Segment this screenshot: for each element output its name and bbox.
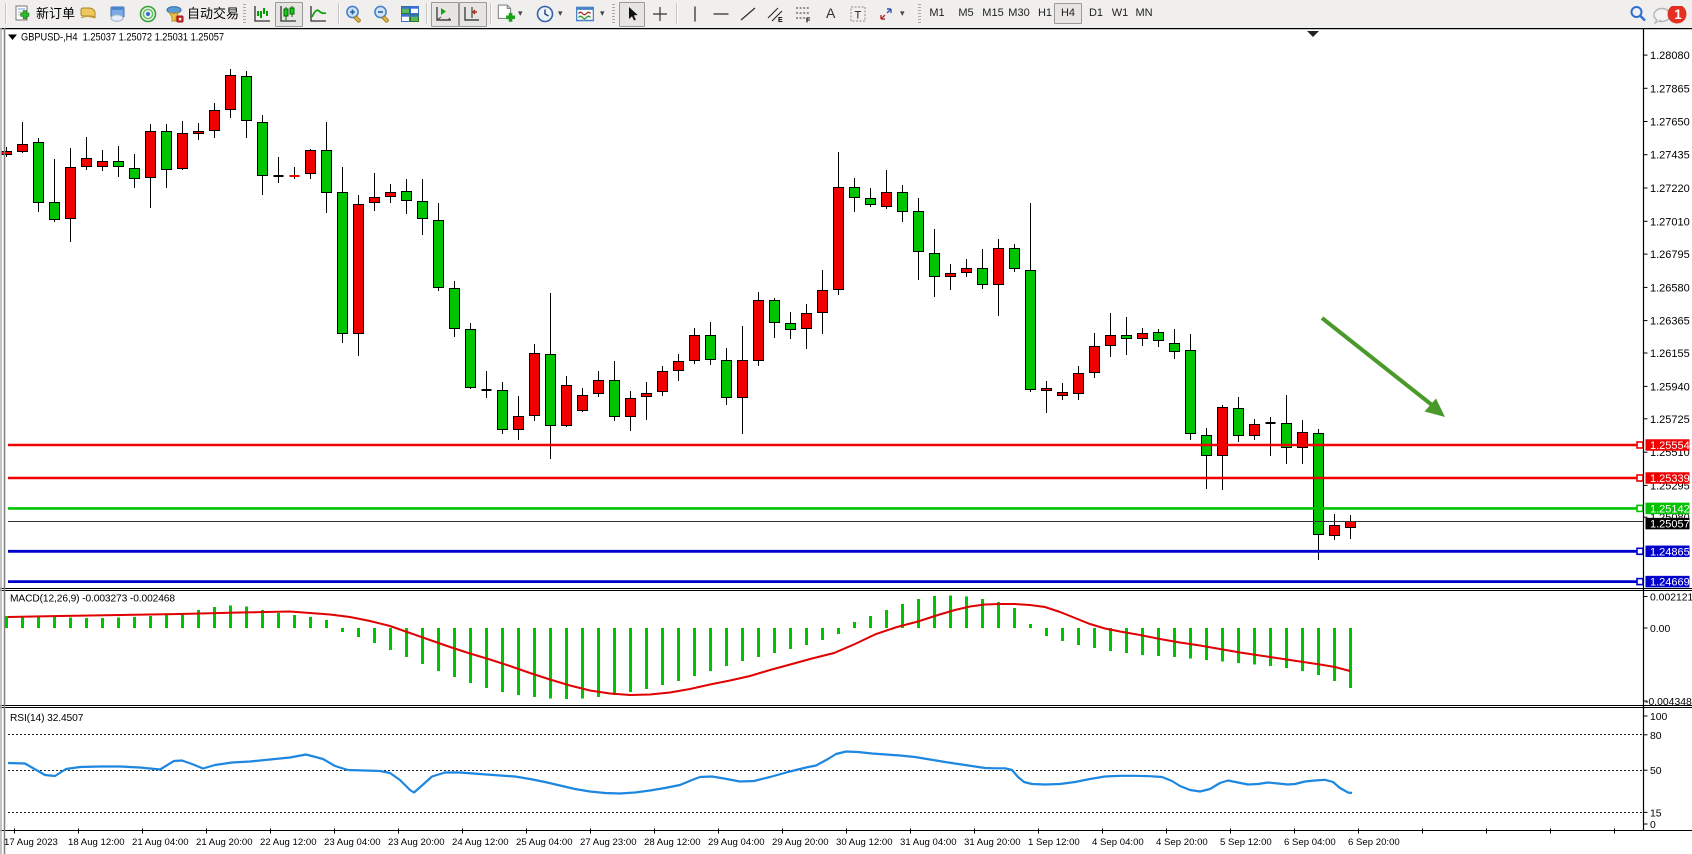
svg-text:29 Aug 04:00: 29 Aug 04:00	[708, 837, 765, 848]
svg-text:1.27650: 1.27650	[1650, 117, 1690, 129]
svg-text:0.002121: 0.002121	[1650, 593, 1692, 604]
svg-text:1.26155: 1.26155	[1650, 348, 1690, 360]
svg-text:17 Aug 2023: 17 Aug 2023	[4, 837, 58, 848]
svg-text:RSI(14) 32.4507: RSI(14) 32.4507	[10, 713, 84, 724]
svg-text:1 Sep 12:00: 1 Sep 12:00	[1028, 837, 1080, 848]
svg-text:1.25339: 1.25339	[1650, 473, 1690, 485]
svg-text:1.28080: 1.28080	[1650, 50, 1690, 62]
svg-text:80: 80	[1650, 731, 1662, 742]
svg-text:21 Aug 04:00: 21 Aug 04:00	[132, 837, 189, 848]
svg-text:1.25554: 1.25554	[1650, 440, 1690, 452]
svg-text:1.25940: 1.25940	[1650, 381, 1690, 393]
svg-text:31 Aug 20:00: 31 Aug 20:00	[964, 837, 1021, 848]
svg-text:E: E	[778, 17, 783, 23]
svg-text:50: 50	[1650, 766, 1662, 777]
svg-text:1.27220: 1.27220	[1650, 183, 1690, 195]
svg-text:6 Sep 04:00: 6 Sep 04:00	[1284, 837, 1336, 848]
svg-text:29 Aug 20:00: 29 Aug 20:00	[772, 837, 829, 848]
svg-text:4 Sep 04:00: 4 Sep 04:00	[1092, 837, 1144, 848]
svg-text:100: 100	[1650, 712, 1668, 723]
svg-text:1.26795: 1.26795	[1650, 249, 1690, 261]
svg-text:23 Aug 04:00: 23 Aug 04:00	[324, 837, 381, 848]
svg-text:25 Aug 04:00: 25 Aug 04:00	[516, 837, 573, 848]
svg-text:1.27010: 1.27010	[1650, 216, 1690, 228]
svg-text:18 Aug 12:00: 18 Aug 12:00	[68, 837, 125, 848]
svg-text:27 Aug 23:00: 27 Aug 23:00	[580, 837, 637, 848]
svg-text:21 Aug 20:00: 21 Aug 20:00	[196, 837, 253, 848]
svg-text:30 Aug 12:00: 30 Aug 12:00	[836, 837, 893, 848]
svg-text:6 Sep 20:00: 6 Sep 20:00	[1348, 837, 1400, 848]
svg-text:5 Sep 12:00: 5 Sep 12:00	[1220, 837, 1272, 848]
svg-text:1.26580: 1.26580	[1650, 282, 1690, 294]
svg-text:-0.004348: -0.004348	[1645, 697, 1692, 708]
svg-text:1.25057: 1.25057	[1650, 519, 1690, 531]
svg-text:31 Aug 04:00: 31 Aug 04:00	[900, 837, 957, 848]
svg-text:F: F	[806, 18, 811, 24]
svg-text:1.25142: 1.25142	[1650, 503, 1690, 515]
svg-text:1: 1	[1674, 7, 1682, 22]
svg-text:4 Sep 20:00: 4 Sep 20:00	[1156, 837, 1208, 848]
svg-text:MACD(12,26,9) -0.003273 -0.002: MACD(12,26,9) -0.003273 -0.002468	[10, 594, 175, 605]
svg-text:23 Aug 20:00: 23 Aug 20:00	[388, 837, 445, 848]
svg-text:T: T	[855, 10, 862, 22]
svg-text:15: 15	[1650, 808, 1662, 819]
svg-text:1.27865: 1.27865	[1650, 83, 1690, 95]
svg-text:1.27435: 1.27435	[1650, 150, 1690, 162]
svg-text:1.24865: 1.24865	[1650, 546, 1690, 558]
svg-text:1.24669: 1.24669	[1650, 577, 1690, 589]
svg-text:28 Aug 12:00: 28 Aug 12:00	[644, 837, 701, 848]
svg-text:0.00: 0.00	[1650, 624, 1670, 635]
svg-text:22 Aug 12:00: 22 Aug 12:00	[260, 837, 317, 848]
svg-text:0: 0	[1650, 820, 1656, 831]
svg-text:1.26365: 1.26365	[1650, 316, 1690, 328]
svg-text:GBPUSD-,H4 1.25037 1.25072 1.: GBPUSD-,H4 1.25037 1.25072 1.25031 1.250…	[21, 32, 224, 44]
svg-text:24 Aug 12:00: 24 Aug 12:00	[452, 837, 509, 848]
svg-text:1.25725: 1.25725	[1650, 414, 1690, 426]
